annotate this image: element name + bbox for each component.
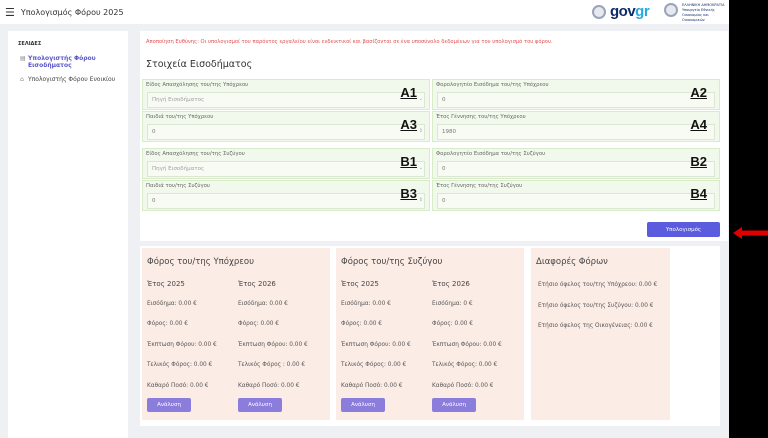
sidebar: ΣΕΛΙΔΕΣ ▤ Υπολογιστής Φόρου Εισοδήματος … (8, 31, 128, 438)
result-row: Καθαρό Ποσό: 0.00 € (432, 382, 494, 389)
result-row: Τελικός Φόρος: 0.00 € (341, 362, 407, 368)
primary-tax-panel: Φόρος του/της Υπόχρεου Έτος 2025 Εισόδημα… (142, 248, 330, 420)
header: ☰ Υπολογισμός Φόρου 2025 govgr ΕΛΛΗΝΙΚΗ … (0, 0, 729, 24)
panel-title: Φόρος του/της Υπόχρεου (147, 257, 255, 267)
field-a1: Είδος Απασχόλησης του/της Υπόχρεου Πηγή … (142, 79, 430, 110)
analysis-button[interactable]: Ανάλυση (432, 398, 476, 412)
panel-title: Διαφορές Φόρων (536, 257, 608, 267)
field-tag: A4 (690, 117, 707, 132)
field-input[interactable]: 0 (437, 193, 715, 209)
hamburger-icon[interactable]: ☰ (5, 5, 15, 19)
field-label: Είδος Απασχόλησης του/της Υπόχρεου (146, 82, 249, 88)
result-row: Έκπτωση Φόρου: 0.00 € (432, 341, 502, 348)
benefit-primary: Ετήσιο όφελος του/της Υπόχρεου: 0.00 € (538, 282, 658, 288)
result-row: Τελικός Φόρος : 0.00 € (238, 362, 306, 368)
field-tag: B2 (690, 154, 707, 169)
year-column: Έτος 2025 Εισόδημα: 0.00 € Φόρος: 0.00 € Έκ… (341, 280, 411, 403)
tax-differences-panel: Διαφορές Φόρων Ετήσιο όφελος του/της Υπό… (531, 248, 670, 420)
result-row: Τελικός Φόρος: 0.00 € (432, 362, 498, 368)
document-icon: ▤ (20, 55, 26, 62)
field-label: Έτος Γέννησης του/της Συζύγου (436, 183, 523, 189)
seal-icon (592, 4, 606, 19)
field-label: Είδος Απασχόλησης του/της Συζύγου (146, 151, 245, 157)
govgr-logo[interactable]: govgr (592, 3, 650, 20)
year-label: Έτος 2025 (341, 280, 379, 288)
red-arrow-icon (733, 227, 768, 239)
analysis-button[interactable]: Ανάλυση (341, 398, 385, 412)
year-label: Έτος 2025 (147, 280, 185, 288)
spouse-tax-panel: Φόρος του/της Συζύγου Έτος 2025 Εισόδημα:… (336, 248, 524, 420)
sidebar-heading: ΣΕΛΙΔΕΣ (18, 41, 42, 47)
employment-select[interactable]: Πηγή Εισοδήματος (147, 92, 425, 108)
result-row: Εισόδημα: 0 € (432, 300, 473, 307)
year-column: Έτος 2025 Εισόδημα: 0.00 € Φόρος: 0.00 € Έκ… (147, 280, 217, 403)
year-column: Έτος 2026 Εισόδημα: 0.00 € Φόρος: 0.00 € Έκ… (238, 280, 308, 403)
result-row: Έκπτωση Φόρου: 0.00 € (147, 341, 217, 348)
analysis-button[interactable]: Ανάλυση (147, 398, 191, 412)
result-row: Τελικός Φόρος: 0.00 € (147, 362, 213, 368)
building-icon: ⌂ (20, 76, 24, 83)
stepper-icon[interactable]: ⇕ (418, 197, 423, 203)
field-tag: B1 (400, 154, 417, 169)
disclaimer: Αποποίηση Ευθύνης: Οι υπολογισμοί του πα… (146, 39, 553, 45)
app-title: Υπολογισμός Φόρου 2025 (20, 7, 124, 17)
benefit-family: Ετήσιο όφελος της Οικογένειας: 0.00 € (538, 323, 653, 329)
panel-title: Φόρος του/της Συζύγου (341, 257, 443, 267)
field-input[interactable]: 1980 (437, 124, 715, 140)
results-area: Φόρος του/της Υπόχρεου Έτος 2025 Εισόδημα… (140, 246, 720, 426)
field-input[interactable]: 0 (147, 193, 425, 209)
result-row: Καθαρό Ποσό: 0.00 € (341, 382, 403, 389)
chevron-down-icon[interactable]: ⌄ (418, 96, 423, 102)
field-input[interactable]: 0 (147, 124, 425, 140)
sidebar-item-rent-tax[interactable]: ⌂ Υπολογιστής Φόρου Ενοικίου (20, 76, 116, 83)
field-label: Παιδιά του/της Υπόχρεου (146, 114, 214, 120)
result-row: Έκπτωση Φόρου: 0.00 € (341, 341, 411, 348)
app-window: ☰ Υπολογισμός Φόρου 2025 govgr ΕΛΛΗΝΙΚΗ … (0, 0, 729, 438)
ministry-logo: ΕΛΛΗΝΙΚΗ ΔΗΜΟΚΡΑΤΙΑ Υπουργείο Εθνικής Οι… (664, 3, 729, 23)
field-b4: Έτος Γέννησης του/της Συζύγου 0 B4 (432, 180, 720, 211)
chevron-down-icon[interactable]: ⌄ (418, 165, 423, 171)
field-tag: A2 (690, 85, 707, 100)
result-row: Καθαρό Ποσό: 0.00 € (238, 382, 300, 389)
field-input[interactable]: 0 (437, 92, 715, 108)
seal-icon (664, 3, 678, 17)
field-a2: Φορολογητέο Εισόδημα του/της Υπόχρεου 0 … (432, 79, 720, 110)
benefit-spouse: Ετήσιο όφελος του/της Συζύγου: 0.00 € (538, 302, 654, 309)
stepper-icon[interactable]: ⇕ (418, 128, 423, 134)
result-row: Φόρος: 0.00 € (341, 321, 382, 327)
field-label: Φορολογητέο Εισόδημα του/της Υπόχρεου (436, 82, 549, 88)
year-column: Έτος 2026 Εισόδημα: 0 € Φόρος: 0.00 € Έκπτω… (432, 280, 502, 403)
year-label: Έτος 2026 (432, 280, 470, 288)
field-b3: Παιδιά του/της Συζύγου 0 B3 ⇕ (142, 180, 430, 211)
field-label: Παιδιά του/της Συζύγου (146, 183, 210, 189)
field-tag: B4 (690, 186, 707, 201)
result-row: Φόρος: 0.00 € (147, 321, 188, 327)
field-a4: Έτος Γέννησης του/της Υπόχρεου 1980 A4 (432, 111, 720, 142)
result-row: Εισόδημα: 0.00 € (238, 300, 288, 307)
result-row: Φόρος: 0.00 € (432, 321, 473, 327)
employment-select[interactable]: Πηγή Εισοδήματος (147, 161, 425, 177)
field-b1: Είδος Απασχόλησης του/της Συζύγου Πηγή Ε… (142, 148, 430, 179)
result-row: Καθαρό Ποσό: 0.00 € (147, 382, 209, 389)
result-row: Εισόδημα: 0.00 € (147, 300, 197, 307)
field-tag: A3 (400, 117, 417, 132)
field-label: Έτος Γέννησης του/της Υπόχρεου (436, 114, 526, 120)
result-row: Φόρος: 0.00 € (238, 321, 279, 327)
sidebar-item-income-tax[interactable]: ▤ Υπολογιστής Φόρου Εισοδήματος (20, 55, 96, 69)
field-label: Φορολογητέο Εισόδημα του/της Συζύγου (436, 151, 546, 157)
analysis-button[interactable]: Ανάλυση (238, 398, 282, 412)
result-row: Έκπτωση Φόρου: 0.00 € (238, 341, 308, 348)
calculate-button[interactable]: Υπολογισμός (647, 222, 720, 237)
field-input[interactable]: 0 (437, 161, 715, 177)
year-label: Έτος 2026 (238, 280, 276, 288)
income-form: Αποποίηση Ευθύνης: Οι υπολογισμοί του πα… (140, 31, 728, 241)
field-tag: B3 (400, 186, 417, 201)
field-tag: A1 (400, 85, 417, 100)
result-row: Εισόδημα: 0.00 € (341, 300, 391, 307)
field-b2: Φορολογητέο Εισόδημα του/της Συζύγου 0 B… (432, 148, 720, 179)
section-title: Στοιχεία Εισοδήματος (146, 59, 253, 70)
field-a3: Παιδιά του/της Υπόχρεου 0 A3 ⇕ (142, 111, 430, 142)
